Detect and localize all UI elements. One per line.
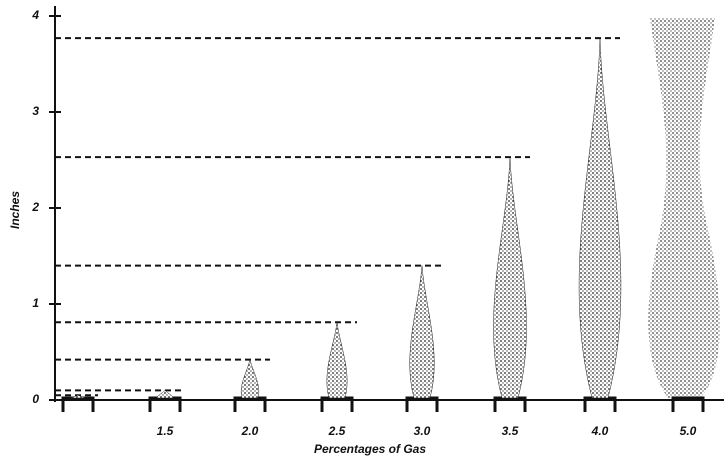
flame-off-scale bbox=[648, 18, 719, 398]
x-tick-label: 3.0 bbox=[414, 424, 431, 438]
flame bbox=[579, 38, 621, 398]
chart: Inches Percentages of Gas 0 1 2 3 4 1.5 2.0 2.5… bbox=[0, 0, 724, 462]
flame bbox=[327, 322, 347, 398]
y-tick-label: 0 bbox=[32, 392, 39, 406]
flame bbox=[241, 360, 259, 398]
x-tick-label: 3.5 bbox=[502, 424, 519, 438]
x-tick-label: 2.5 bbox=[328, 424, 346, 438]
flame bbox=[494, 157, 527, 398]
x-axis-label: Percentages of Gas bbox=[314, 442, 426, 456]
flame bbox=[410, 266, 435, 398]
x-tick-label: 5.0 bbox=[680, 424, 697, 438]
x-tick-label: 2.0 bbox=[241, 424, 259, 438]
flame bbox=[157, 390, 173, 398]
y-tick-label: 1 bbox=[32, 296, 39, 310]
y-tick-label: 4 bbox=[31, 8, 39, 22]
y-tick-label: 2 bbox=[31, 200, 39, 214]
x-tick-label: 4.0 bbox=[591, 424, 609, 438]
x-tick-label: 1.5 bbox=[157, 424, 174, 438]
y-tick-label: 3 bbox=[32, 104, 39, 118]
y-axis-label: Inches bbox=[8, 191, 22, 229]
